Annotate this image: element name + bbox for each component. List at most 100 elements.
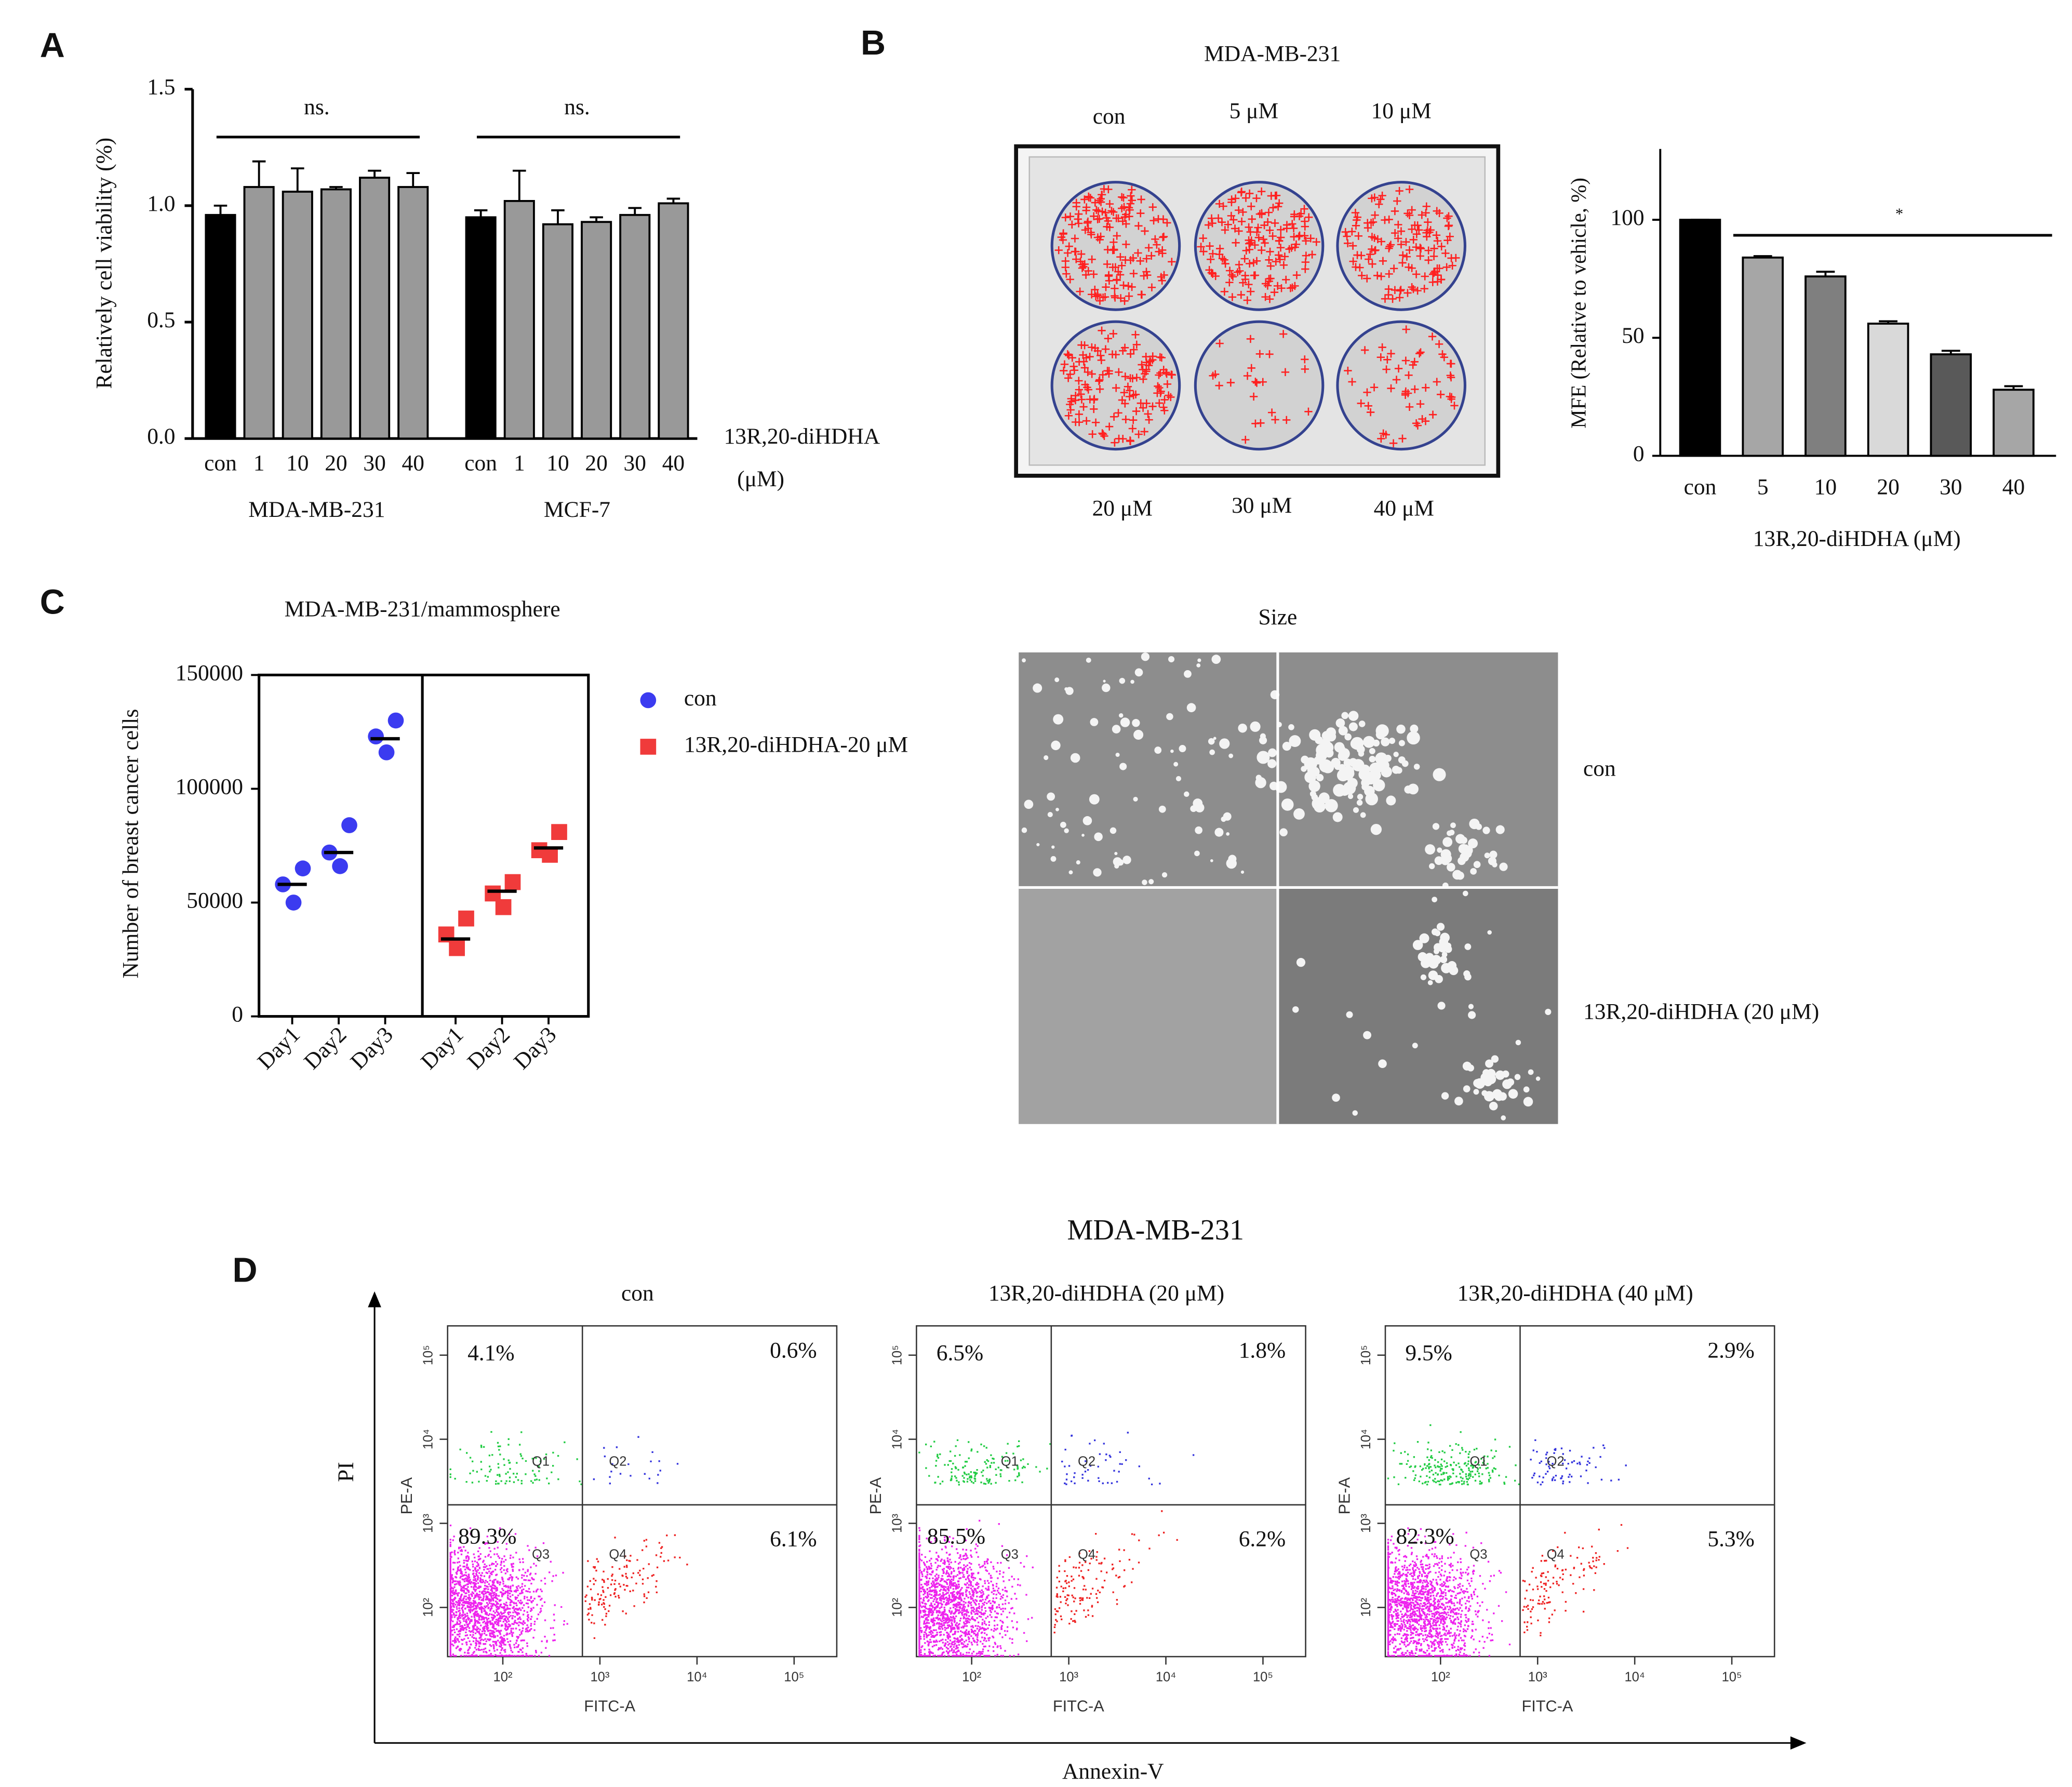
event-dots (918, 1519, 1034, 1657)
y-tick-label: 1.5 (147, 75, 175, 100)
bar (359, 177, 391, 440)
y-tick-label: 10⁵ (1359, 1345, 1373, 1365)
well-label: con (1093, 104, 1126, 129)
panel-label: D (232, 1251, 257, 1290)
well-label: 40 μM (1374, 496, 1434, 521)
y-tick-label: 50 (1622, 323, 1644, 348)
quadrant-percent: 0.6% (770, 1338, 817, 1363)
annotation: * (1895, 205, 1903, 223)
y-tick-label: 0 (232, 1002, 243, 1026)
x-tick-label: 10⁵ (784, 1670, 804, 1685)
x-tick-label: 30 (363, 450, 385, 475)
y-tick-label: 0.0 (147, 424, 175, 449)
data-point (485, 885, 501, 902)
quadrant-name: Q2 (1547, 1455, 1565, 1469)
annotation: ns. (564, 95, 590, 119)
row-label: con (1583, 756, 1616, 781)
inner-y-label: PE-A (866, 1477, 885, 1514)
y-axis-label: Relatively cell viability (%) (92, 138, 117, 389)
y-tick-label: 100 (1610, 205, 1644, 230)
x-tick-label: 1 (514, 450, 525, 475)
bar (1804, 275, 1847, 457)
x-tick-label: 10⁵ (1253, 1670, 1273, 1685)
quadrant-name: Q1 (532, 1455, 550, 1469)
bar (658, 202, 689, 440)
y-tick-label: 100000 (176, 774, 243, 799)
y-axis-label: Number of breast cancer cells (118, 709, 143, 979)
x-tick-label: Day2 (299, 1022, 351, 1074)
x-tick-label: 10⁴ (1624, 1670, 1645, 1685)
y-tick-label: 10² (1359, 1597, 1373, 1617)
quadrant-percent: 85.5% (927, 1524, 985, 1549)
plot-frame (447, 1325, 838, 1658)
x-tick-label: 30 (1940, 474, 1962, 499)
y-tick-label: 10³ (421, 1513, 436, 1532)
colony-marks (1197, 187, 1320, 304)
event-dots (1387, 1527, 1511, 1657)
x-tick-label: con (464, 450, 497, 475)
bar (1679, 219, 1721, 457)
well (1194, 181, 1325, 311)
bar (1993, 389, 2035, 457)
x-axis-label: 13R,20-diHDHA (μM) (1753, 526, 1961, 551)
y-tick-label: 10² (890, 1597, 904, 1617)
data-point (295, 860, 311, 877)
x-tick-label: 10 (286, 450, 309, 475)
quadrant-name: Q3 (1469, 1548, 1487, 1562)
inner-y-label: PE-A (1335, 1477, 1353, 1514)
micrograph-tile (1279, 889, 1558, 1124)
bar (205, 214, 236, 440)
y-tick-label: 10⁵ (890, 1345, 904, 1365)
group-label: MDA-MB-231 (248, 497, 385, 522)
y-tick-label: 1.0 (147, 191, 175, 216)
quadrant-percent: 2.9% (1707, 1338, 1755, 1363)
plot-frame (1384, 1325, 1775, 1658)
x-tick-label: 10 (546, 450, 569, 475)
bar (320, 188, 352, 440)
quadrant-name: Q2 (1078, 1455, 1095, 1469)
plot-title: 13R,20-diHDHA (40 μM) (1458, 1281, 1693, 1305)
well-label: 5 μM (1229, 99, 1279, 124)
image-title: Size (1258, 605, 1297, 630)
colony-marks (1054, 185, 1176, 305)
x-tick-label: 20 (1877, 474, 1899, 499)
x-tick-label: 10³ (590, 1670, 609, 1685)
y-axis-label: PI (333, 1462, 358, 1482)
y-tick-label: 0.5 (147, 308, 175, 332)
well-label: 20 μM (1092, 496, 1153, 521)
quadrant-name: Q1 (1001, 1455, 1019, 1469)
bar (1930, 353, 1972, 457)
plot-title: con (621, 1281, 654, 1305)
panel-label: A (40, 26, 65, 65)
quadrant-percent: 6.2% (1239, 1527, 1286, 1552)
data-point (551, 824, 567, 841)
bar (1742, 256, 1784, 457)
quadrant-percent: 89.3% (458, 1524, 516, 1549)
arrow-head (1790, 1736, 1807, 1750)
x-axis-label: 13R,20-diHDHA (724, 424, 880, 449)
x-tick-label: Day3 (345, 1022, 397, 1074)
quadrant-percent: 5.3% (1707, 1527, 1755, 1552)
y-tick-label: 0 (1633, 441, 1645, 466)
quadrant-percent: 4.1% (467, 1341, 515, 1366)
quadrant-name: Q4 (1078, 1548, 1095, 1562)
bar (243, 186, 275, 440)
x-tick-label: 1 (253, 450, 265, 475)
quadrant-name: Q4 (1547, 1548, 1565, 1562)
data-point (495, 899, 512, 915)
data-point (341, 817, 357, 833)
well-label: 30 μM (1232, 493, 1292, 518)
data-point (332, 858, 348, 874)
x-tick-label: 10⁴ (1156, 1670, 1176, 1685)
x-tick-label: 10 (1814, 474, 1837, 499)
x-axis-label: (μM) (737, 466, 784, 491)
colony-marks (1344, 325, 1459, 447)
inner-y-label: PE-A (397, 1477, 416, 1514)
data-point (368, 728, 384, 744)
quadrant-name: Q2 (609, 1455, 626, 1469)
micrograph-tile (1019, 889, 1278, 1124)
x-tick-label: 10⁵ (1722, 1670, 1742, 1685)
x-tick-label: 20 (585, 450, 607, 475)
bar (465, 216, 497, 440)
